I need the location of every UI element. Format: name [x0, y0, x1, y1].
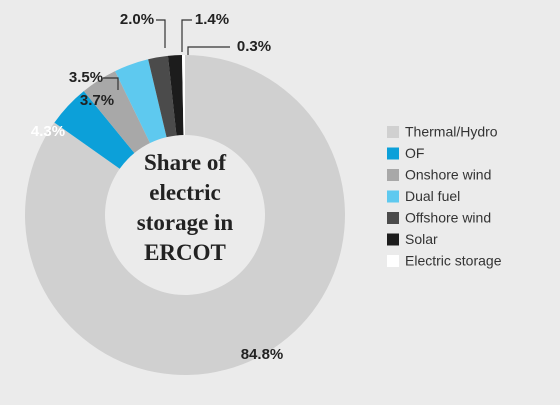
data-label: 0.3% [237, 38, 271, 55]
legend-swatch [387, 255, 399, 267]
data-label: 3.5% [69, 69, 103, 86]
leader-line [103, 77, 119, 90]
legend-label: Thermal/Hydro [405, 124, 498, 140]
leader-line [156, 19, 166, 48]
slice [83, 71, 151, 154]
legend-label: Electric storage [405, 253, 502, 269]
data-label: 1.4% [195, 11, 229, 28]
slice [54, 91, 135, 169]
slice [148, 55, 177, 138]
data-label: 84.8% [241, 346, 284, 363]
slice [181, 55, 185, 136]
data-label: 3.7% [80, 92, 114, 109]
leader-line [181, 19, 192, 52]
slice [115, 59, 167, 144]
legend-swatch [387, 126, 399, 138]
legend-swatch [387, 212, 399, 224]
data-label: 4.3% [31, 123, 65, 140]
legend-swatch [387, 233, 399, 246]
slice [24, 55, 346, 375]
legend-label: Offshore wind [405, 210, 491, 226]
legend-label: Solar [405, 231, 438, 247]
leader-line [187, 46, 230, 55]
legend-label: OF [405, 145, 424, 161]
legend-label: Onshore wind [405, 167, 491, 183]
legend-swatch [387, 169, 399, 181]
legend-swatch [387, 147, 399, 160]
legend-label: Dual fuel [405, 188, 460, 204]
chart-title: Share of electric storage in ERCOT [136, 150, 234, 265]
slice [167, 55, 184, 136]
data-label: 2.0% [120, 11, 154, 28]
legend-swatch [387, 190, 399, 203]
